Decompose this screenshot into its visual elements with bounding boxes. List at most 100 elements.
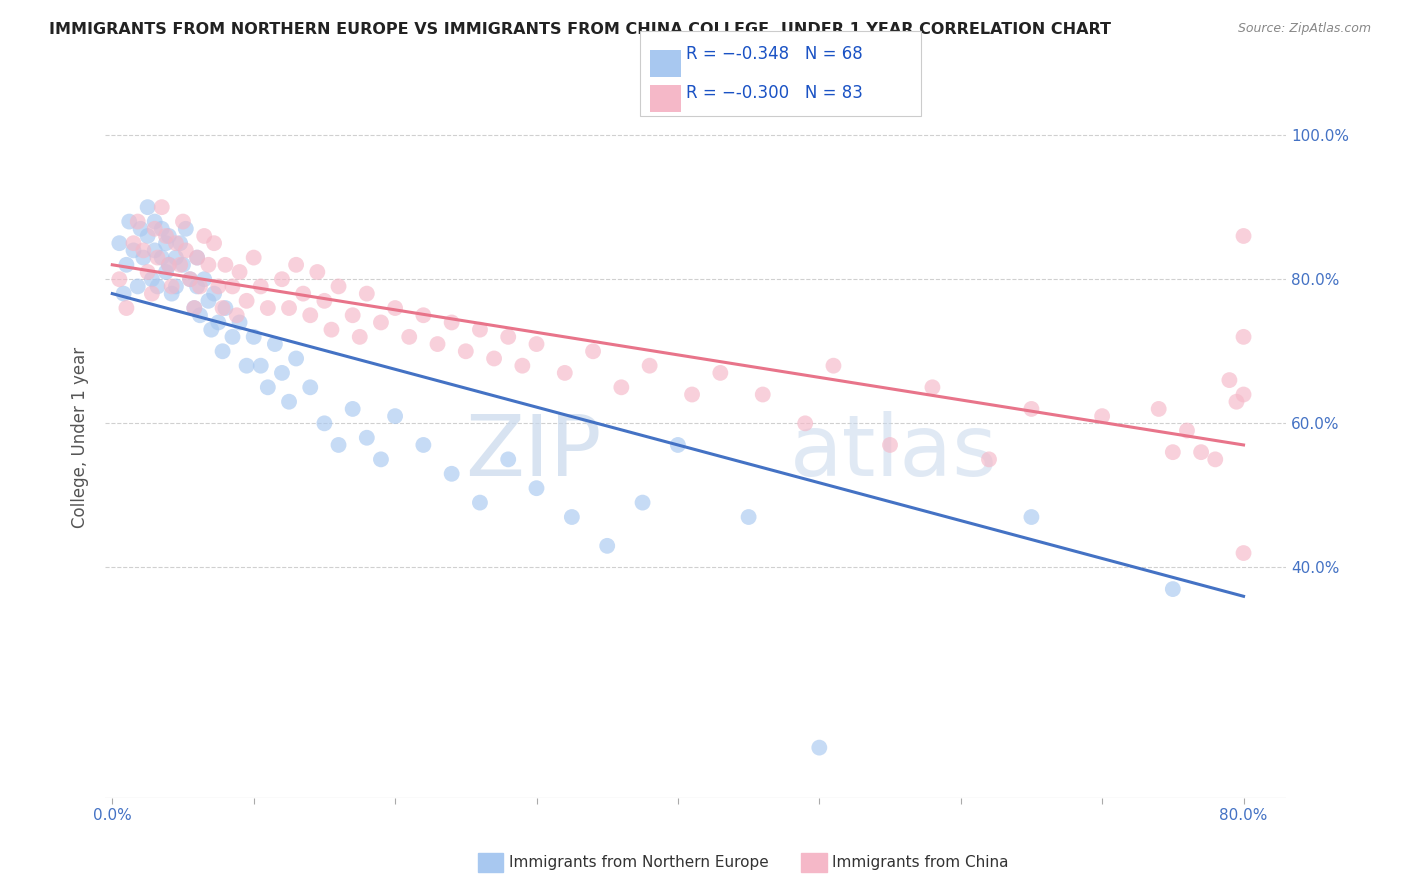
Point xyxy=(299,380,322,394)
Point xyxy=(256,301,278,315)
Point xyxy=(188,308,211,322)
Point xyxy=(214,258,236,272)
Point xyxy=(299,308,322,322)
Point xyxy=(235,359,257,373)
Point xyxy=(193,272,215,286)
Point xyxy=(681,387,703,401)
Point xyxy=(160,286,183,301)
Point xyxy=(751,387,773,401)
Point xyxy=(638,359,661,373)
Text: IMMIGRANTS FROM NORTHERN EUROPE VS IMMIGRANTS FROM CHINA COLLEGE, UNDER 1 YEAR C: IMMIGRANTS FROM NORTHERN EUROPE VS IMMIG… xyxy=(49,22,1111,37)
Point xyxy=(115,258,138,272)
Point xyxy=(977,452,1000,467)
Point xyxy=(186,251,208,265)
Point xyxy=(157,229,180,244)
Point xyxy=(709,366,731,380)
Point xyxy=(143,221,166,235)
Point xyxy=(174,221,197,235)
Point xyxy=(207,279,229,293)
Point xyxy=(278,301,301,315)
Point xyxy=(242,251,264,265)
Point xyxy=(249,359,271,373)
Point xyxy=(292,286,315,301)
Point xyxy=(249,279,271,293)
Point xyxy=(132,244,155,258)
Point xyxy=(1161,582,1184,596)
Point xyxy=(561,510,583,524)
Text: R = −-0.348   N = 68: R = −-0.348 N = 68 xyxy=(686,45,863,63)
Point xyxy=(356,431,378,445)
Point xyxy=(122,236,145,251)
Point xyxy=(823,359,845,373)
Point xyxy=(496,452,519,467)
Point xyxy=(143,214,166,228)
Point xyxy=(285,258,308,272)
Point xyxy=(155,236,177,251)
Point xyxy=(211,344,233,359)
Point xyxy=(228,265,250,279)
Point xyxy=(179,272,201,286)
Point xyxy=(165,279,187,293)
Point xyxy=(127,214,149,228)
Point xyxy=(165,236,187,251)
Point xyxy=(610,380,633,394)
Point xyxy=(157,258,180,272)
Point xyxy=(398,330,420,344)
Point xyxy=(169,236,191,251)
Point xyxy=(1232,229,1254,244)
Point xyxy=(108,236,131,251)
Point xyxy=(596,539,619,553)
Point xyxy=(214,301,236,315)
Point xyxy=(169,258,191,272)
Point xyxy=(468,323,491,337)
Point xyxy=(468,495,491,509)
Point xyxy=(512,359,534,373)
Point xyxy=(271,366,294,380)
Point xyxy=(197,258,219,272)
Point xyxy=(141,286,163,301)
Text: Immigrants from China: Immigrants from China xyxy=(832,855,1010,870)
Point xyxy=(554,366,576,380)
Point xyxy=(285,351,308,366)
Point xyxy=(179,272,201,286)
Point xyxy=(108,272,131,286)
Point xyxy=(454,344,477,359)
Point xyxy=(370,452,392,467)
Point xyxy=(349,330,371,344)
Point xyxy=(150,251,173,265)
Point xyxy=(426,337,449,351)
Point xyxy=(314,293,336,308)
Point xyxy=(582,344,605,359)
Point xyxy=(1021,510,1043,524)
Point xyxy=(256,380,278,394)
Text: ZIP: ZIP xyxy=(464,410,602,493)
Point xyxy=(202,286,225,301)
Point xyxy=(186,251,208,265)
Point xyxy=(136,265,159,279)
Point xyxy=(1021,401,1043,416)
Point xyxy=(112,286,135,301)
Point xyxy=(211,301,233,315)
Text: R = −-0.300   N = 83: R = −-0.300 N = 83 xyxy=(686,84,863,102)
Point xyxy=(631,495,654,509)
Point xyxy=(314,417,336,431)
Point xyxy=(1225,394,1247,409)
Point xyxy=(150,200,173,214)
Point xyxy=(412,308,434,322)
Point xyxy=(526,337,548,351)
Point xyxy=(271,272,294,286)
Point xyxy=(197,293,219,308)
Point xyxy=(174,244,197,258)
Point xyxy=(1147,401,1170,416)
Point xyxy=(342,308,364,322)
Point xyxy=(921,380,943,394)
Point xyxy=(412,438,434,452)
Point xyxy=(242,330,264,344)
Point xyxy=(160,279,183,293)
Point xyxy=(136,200,159,214)
Point xyxy=(1175,424,1198,438)
Point xyxy=(127,279,149,293)
Point xyxy=(157,258,180,272)
Point xyxy=(278,394,301,409)
Point xyxy=(1218,373,1240,387)
